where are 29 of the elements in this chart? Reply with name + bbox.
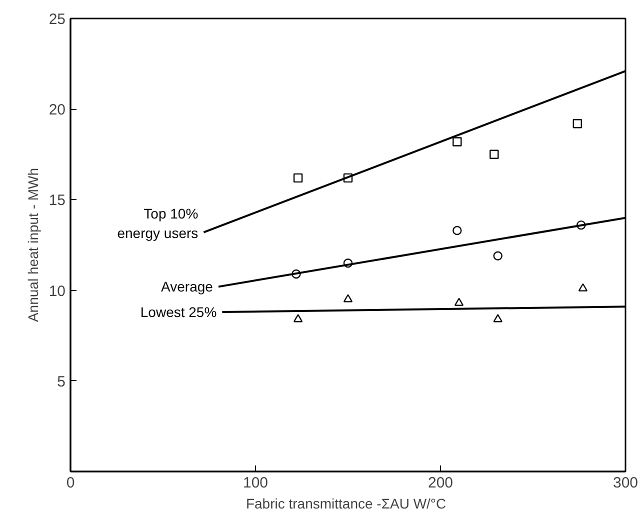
series-label: Lowest 25% (140, 304, 217, 320)
y-tick-label: 15 (48, 192, 66, 210)
point (578, 283, 588, 292)
point (493, 251, 502, 260)
point (343, 173, 353, 183)
series-label: Average (161, 278, 214, 295)
point (452, 226, 462, 236)
point (572, 118, 582, 128)
x-tick-label: 200 (428, 474, 454, 492)
y-axis-title: Annual heat input - MWh (24, 168, 41, 322)
point (493, 314, 502, 322)
y-tick-label: 20 (48, 102, 66, 119)
point (292, 269, 301, 279)
point (343, 294, 353, 302)
point (343, 258, 353, 268)
y-tick-label: 10 (48, 282, 66, 300)
point (576, 220, 586, 230)
y-tick-label: 5 (57, 373, 66, 390)
x-tick-label: 300 (612, 474, 638, 492)
point (452, 137, 462, 146)
point (490, 150, 499, 159)
y-tick-label: 25 (48, 11, 66, 28)
point (293, 314, 303, 322)
x-tick-label: 100 (242, 474, 268, 492)
point (293, 173, 303, 183)
series-label: Top 10% energy users (117, 206, 198, 241)
point (454, 298, 464, 306)
x-axis-title: Fabric transmittance -ΣAU W/°C (246, 496, 446, 512)
x-tick-label: 0 (66, 474, 75, 492)
